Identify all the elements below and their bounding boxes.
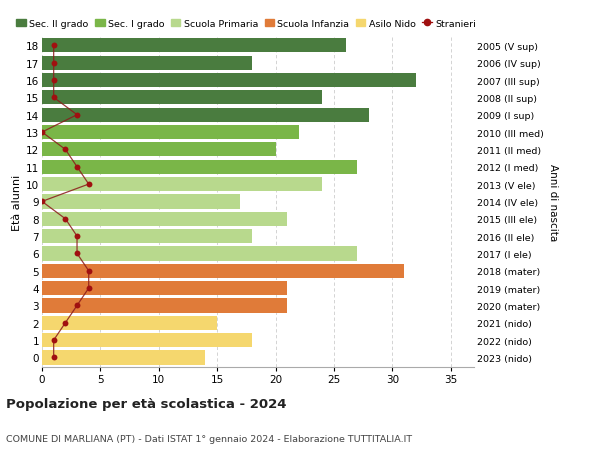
Bar [42, 39, 346, 53]
Text: Popolazione per età scolastica - 2024: Popolazione per età scolastica - 2024 [6, 397, 287, 410]
Text: COMUNE DI MARLIANA (PT) - Dati ISTAT 1° gennaio 2024 - Elaborazione TUTTITALIA.I: COMUNE DI MARLIANA (PT) - Dati ISTAT 1° … [6, 434, 412, 443]
Point [84, 181, 94, 188]
Bar [42, 264, 404, 278]
Point [72, 112, 82, 119]
Point [37, 129, 47, 136]
Bar [42, 230, 252, 244]
Bar [42, 126, 299, 140]
Bar [42, 351, 205, 365]
Bar [42, 56, 252, 71]
Bar [42, 212, 287, 226]
Bar [42, 108, 369, 123]
Bar [42, 178, 322, 192]
Legend: Sec. II grado, Sec. I grado, Scuola Primaria, Scuola Infanzia, Asilo Nido, Stran: Sec. II grado, Sec. I grado, Scuola Prim… [16, 20, 476, 29]
Bar [42, 281, 287, 296]
Point [37, 198, 47, 206]
Point [61, 216, 70, 223]
Bar [42, 316, 217, 330]
Bar [42, 247, 357, 261]
Y-axis label: Anni di nascita: Anni di nascita [548, 163, 557, 241]
Point [49, 354, 58, 361]
Point [61, 319, 70, 327]
Point [72, 250, 82, 257]
Point [72, 233, 82, 240]
Bar [42, 195, 241, 209]
Point [49, 77, 58, 84]
Point [84, 268, 94, 275]
Bar [42, 143, 275, 157]
Point [49, 60, 58, 67]
Bar [42, 74, 416, 88]
Point [72, 302, 82, 309]
Bar [42, 160, 357, 174]
Point [49, 337, 58, 344]
Bar [42, 91, 322, 105]
Point [72, 164, 82, 171]
Bar [42, 299, 287, 313]
Point [49, 95, 58, 102]
Point [49, 43, 58, 50]
Point [84, 285, 94, 292]
Bar [42, 333, 252, 347]
Point [61, 146, 70, 154]
Y-axis label: Età alunni: Età alunni [12, 174, 22, 230]
